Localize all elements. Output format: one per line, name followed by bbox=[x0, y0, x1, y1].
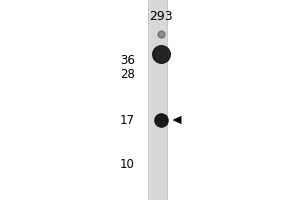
Text: 36: 36 bbox=[120, 53, 135, 66]
Bar bbox=[148, 0, 167, 200]
Bar bbox=[148, 0, 168, 200]
Text: 17: 17 bbox=[120, 114, 135, 127]
Text: 10: 10 bbox=[120, 158, 135, 170]
Text: 293: 293 bbox=[149, 10, 172, 23]
Point bbox=[158, 118, 163, 122]
Text: 28: 28 bbox=[120, 68, 135, 80]
Point bbox=[158, 52, 163, 56]
Point bbox=[158, 32, 163, 36]
Polygon shape bbox=[172, 116, 182, 124]
